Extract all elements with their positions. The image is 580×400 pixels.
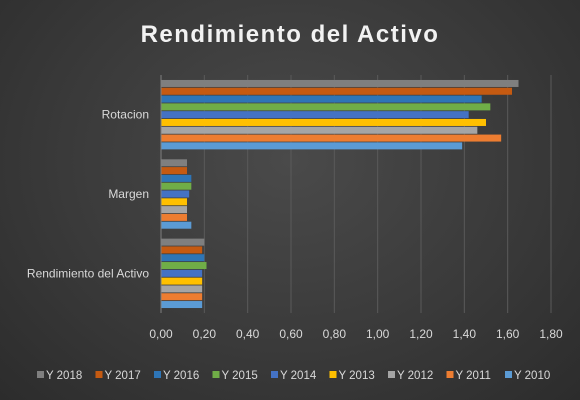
grid-lines <box>203 75 552 313</box>
legend-label: Y 2017 <box>105 370 141 382</box>
legend-swatch <box>212 371 220 378</box>
legend-swatch <box>446 371 454 378</box>
legend-label: Y 2015 <box>222 370 258 382</box>
bar <box>161 221 192 229</box>
legend-swatch <box>505 371 512 378</box>
x-tick-label: 1,40 <box>453 327 477 341</box>
legend-swatch <box>271 371 278 378</box>
bar <box>161 142 463 150</box>
bar <box>161 167 187 175</box>
bar-series <box>161 79 519 309</box>
legend-label: Y 2012 <box>397 370 433 382</box>
bar <box>161 111 469 119</box>
legend-label: Y 2013 <box>339 370 375 382</box>
legend-swatch <box>388 371 395 378</box>
bar <box>161 301 203 309</box>
bar <box>161 118 486 126</box>
bar <box>161 126 478 134</box>
legend-swatch <box>154 371 161 378</box>
x-tick-labels: 0,00 0,20 0,40 0,60 0,80 1,00 1,20 1,40 1,60 1,80 <box>149 327 563 341</box>
legend-swatch <box>37 371 44 378</box>
bar <box>161 277 203 285</box>
legend-label: Y 2018 <box>46 370 82 382</box>
category-label: Margen <box>108 187 149 201</box>
chart-title: Rendimiento del Activo <box>141 21 440 48</box>
legend: Y 2018 Y 2017 Y 2016 Y 2015 Y 2014 Y 2013 Y 20… <box>37 370 550 382</box>
legend-label: Y 2010 <box>514 370 550 382</box>
category-labels: Rotacion Margen Rendimiento del Activo <box>27 108 149 281</box>
x-tick-label: 1,00 <box>366 327 390 341</box>
x-tick-label: 0,20 <box>193 327 217 341</box>
x-tick-label: 0,00 <box>149 327 173 341</box>
x-tick-label: 0,40 <box>236 327 260 341</box>
bar <box>161 190 190 198</box>
bar <box>161 246 203 254</box>
category-label: Rendimiento del Activo <box>27 266 149 280</box>
x-tick-label: 1,20 <box>409 327 433 341</box>
x-tick-label: 0,60 <box>279 327 303 341</box>
legend-label: Y 2016 <box>163 370 199 382</box>
bar <box>161 79 519 87</box>
bar <box>161 262 207 270</box>
bar <box>161 238 205 246</box>
bar <box>161 254 205 262</box>
bar <box>161 182 192 190</box>
bar <box>161 206 187 214</box>
legend-label: Y 2014 <box>280 370 317 382</box>
bar <box>161 174 192 182</box>
bar <box>161 198 187 206</box>
x-tick-label: 0,80 <box>323 327 347 341</box>
bar <box>161 285 203 293</box>
x-tick-label: 1,80 <box>539 327 563 341</box>
bar <box>161 269 203 277</box>
bar <box>161 95 482 103</box>
bar <box>161 213 187 221</box>
category-label: Rotacion <box>102 108 149 122</box>
bar <box>161 293 203 301</box>
bar <box>161 87 512 95</box>
legend-swatch <box>329 371 337 378</box>
legend-swatch <box>95 371 103 378</box>
bar <box>161 134 502 142</box>
bar <box>161 103 491 111</box>
bar <box>161 159 187 167</box>
x-tick-label: 1,60 <box>496 327 520 341</box>
legend-label: Y 2011 <box>456 370 491 382</box>
